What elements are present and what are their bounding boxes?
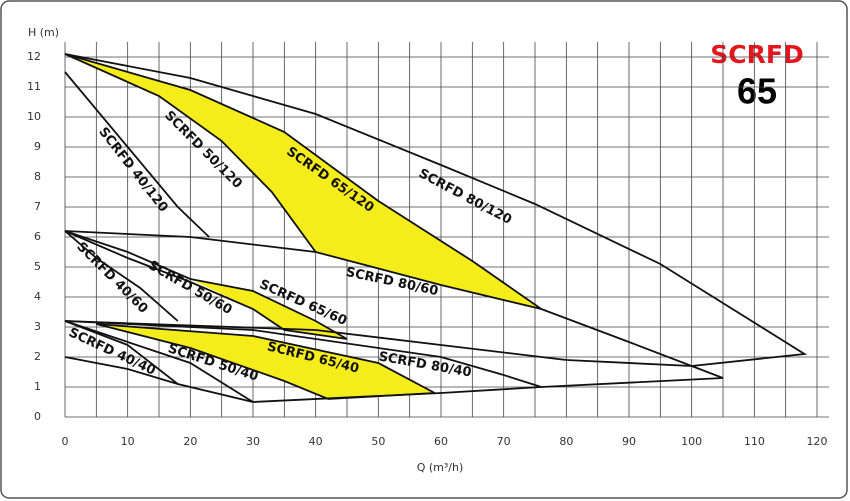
curve — [64, 230, 285, 331]
y-tick-label: 7 — [34, 200, 41, 213]
y-tick-label: 1 — [34, 380, 41, 393]
x-tick-label: 60 — [434, 435, 448, 448]
y-tick-label: 11 — [27, 80, 41, 93]
curve — [64, 320, 254, 403]
y-tick-label: 0 — [34, 410, 41, 423]
x-tick-label: 10 — [121, 435, 135, 448]
curve — [64, 230, 724, 379]
curve — [64, 320, 692, 367]
x-tick-label: 80 — [559, 435, 573, 448]
curve — [64, 71, 210, 238]
y-tick-label: 12 — [27, 50, 41, 63]
x-tick-label: 20 — [183, 435, 197, 448]
curve — [64, 320, 254, 403]
y-tick-label: 10 — [27, 110, 41, 123]
model: 65 — [737, 71, 777, 112]
curve — [96, 323, 436, 394]
y-tick-label: 9 — [34, 140, 41, 153]
y-tick-label: 4 — [34, 290, 41, 303]
x-tick-label: 90 — [622, 435, 636, 448]
curve — [96, 323, 435, 400]
x-axis-label: Q (m³/h) — [417, 461, 464, 474]
x-tick-label: 30 — [246, 435, 260, 448]
x-tick-label: 0 — [62, 435, 69, 448]
curve — [64, 320, 542, 388]
curve — [64, 53, 808, 367]
y-tick-label: 6 — [34, 230, 41, 243]
y-tick-label: 2 — [34, 350, 41, 363]
curve — [64, 53, 317, 253]
x-tick-label: 70 — [497, 435, 511, 448]
y-axis-label: H (m) — [28, 26, 59, 39]
x-tick-label: 110 — [744, 435, 765, 448]
curve — [64, 230, 348, 340]
y-tick-label: 5 — [34, 260, 41, 273]
brand: SCRFD — [710, 40, 803, 69]
x-tick-label: 50 — [371, 435, 385, 448]
x-tick-label: 120 — [807, 435, 828, 448]
yellow-region — [190, 279, 347, 339]
y-tick-label: 8 — [34, 170, 41, 183]
x-tick-label: 100 — [681, 435, 702, 448]
curve — [64, 53, 542, 310]
curve — [64, 356, 179, 385]
curve — [64, 230, 179, 322]
x-tick-label: 40 — [309, 435, 323, 448]
yellow-region — [96, 324, 435, 399]
y-tick-label: 3 — [34, 320, 41, 333]
yellow-region — [65, 54, 542, 309]
